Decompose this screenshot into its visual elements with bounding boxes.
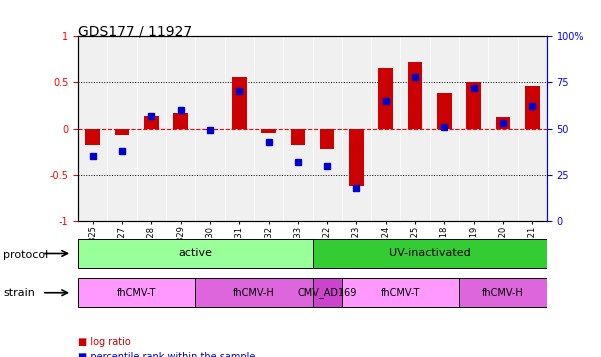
Text: ■ percentile rank within the sample: ■ percentile rank within the sample [78, 352, 255, 357]
Text: GDS177 / 11927: GDS177 / 11927 [78, 25, 192, 39]
Text: ■ log ratio: ■ log ratio [78, 337, 131, 347]
Bar [173, 113, 188, 129]
Text: fhCMV-H: fhCMV-H [233, 288, 275, 298]
Bar [349, 129, 364, 186]
Text: protocol: protocol [3, 250, 48, 260]
Bar [290, 129, 305, 145]
Bar [144, 116, 159, 129]
Bar [379, 68, 393, 129]
Bar [525, 86, 540, 129]
Bar [320, 129, 335, 149]
Bar [232, 77, 246, 129]
FancyBboxPatch shape [459, 278, 547, 307]
Bar [85, 129, 100, 145]
FancyBboxPatch shape [78, 239, 313, 268]
FancyBboxPatch shape [195, 278, 313, 307]
FancyBboxPatch shape [342, 278, 459, 307]
Text: UV-inactivated: UV-inactivated [389, 248, 471, 258]
Bar [466, 82, 481, 129]
Text: CMV_AD169: CMV_AD169 [297, 287, 357, 298]
Bar [203, 129, 218, 130]
Bar [407, 62, 423, 129]
Bar [496, 117, 510, 129]
Text: strain: strain [3, 288, 35, 298]
Text: fhCMV-H: fhCMV-H [482, 288, 524, 298]
FancyBboxPatch shape [78, 278, 195, 307]
FancyBboxPatch shape [313, 239, 547, 268]
Bar [261, 129, 276, 133]
Text: active: active [178, 248, 212, 258]
Bar [115, 129, 129, 135]
Text: fhCMV-T: fhCMV-T [117, 288, 156, 298]
Text: fhCMV-T: fhCMV-T [380, 288, 420, 298]
Bar [437, 93, 452, 129]
FancyBboxPatch shape [313, 278, 342, 307]
